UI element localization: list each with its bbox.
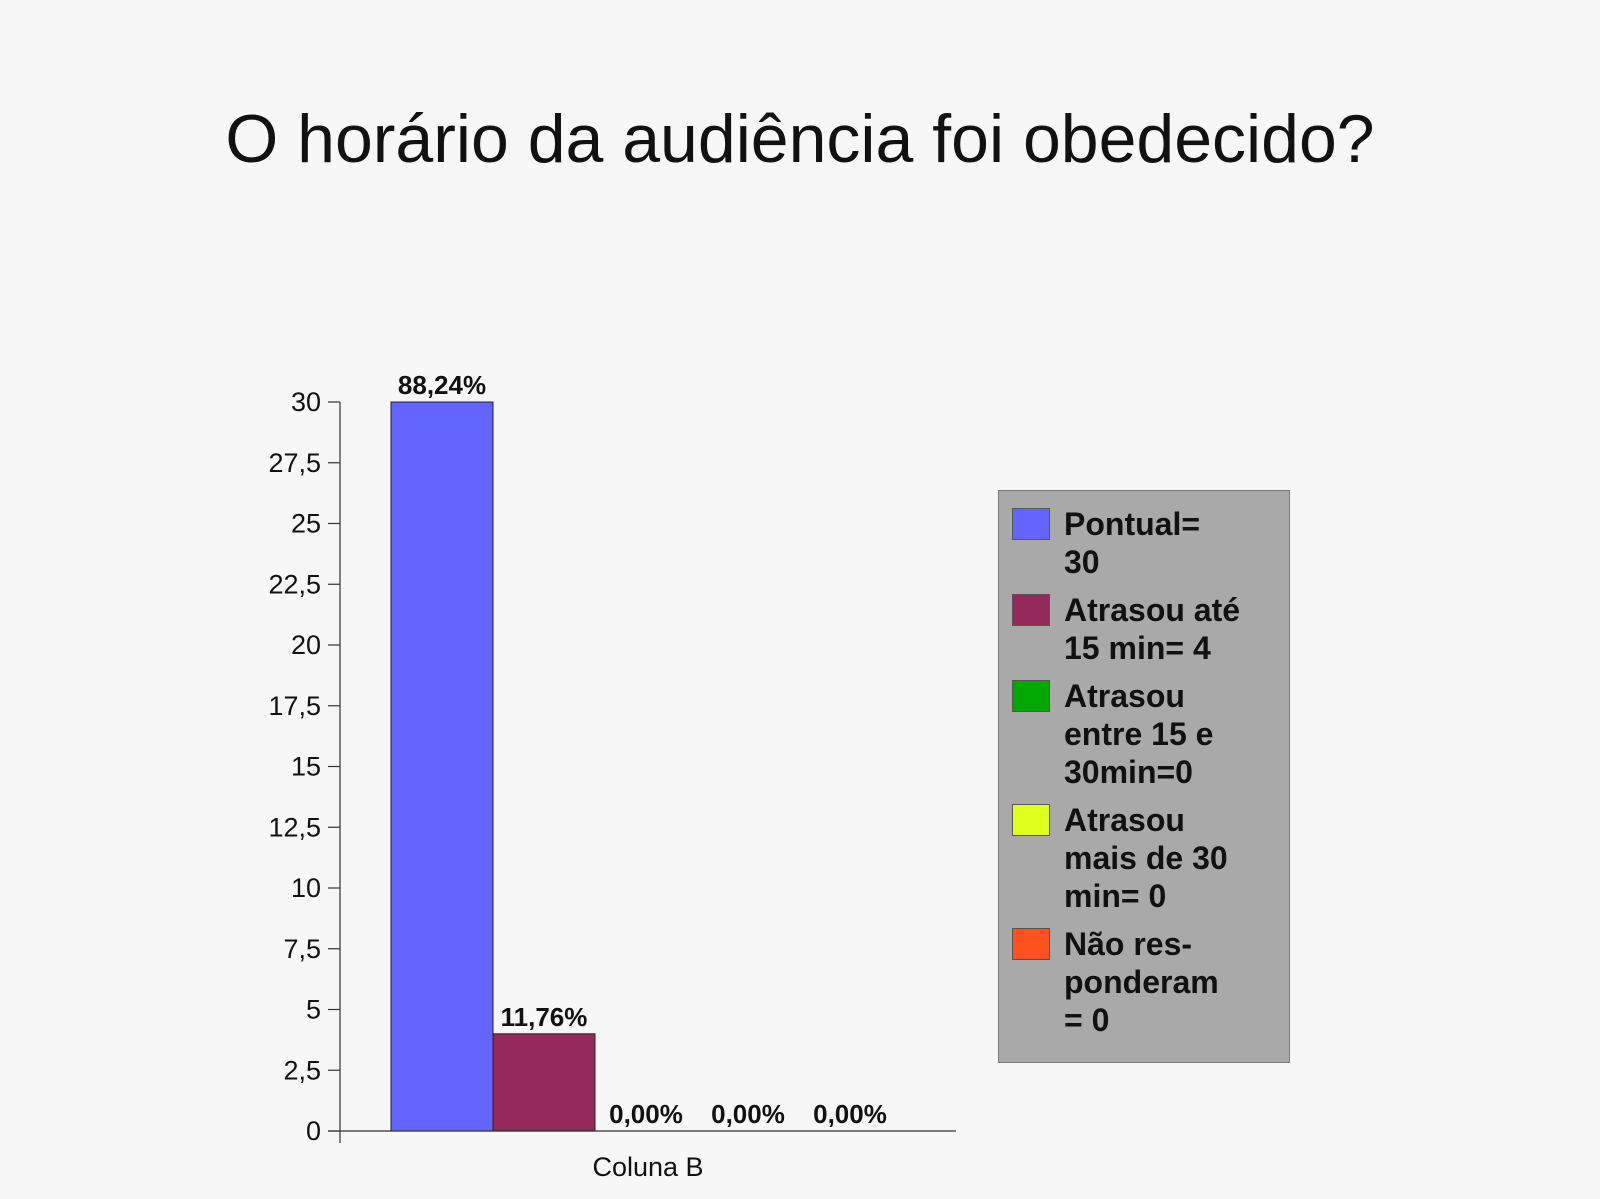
y-tick-label: 7,5	[283, 934, 321, 964]
legend-item: Atrasou até 15 min= 4	[1012, 591, 1279, 667]
y-tick-label: 10	[291, 873, 321, 903]
data-label: 11,76%	[501, 1002, 588, 1032]
page-title: O horário da audiência foi obedecido?	[225, 101, 1375, 177]
y-tick-label: 12,5	[268, 812, 321, 842]
y-tick-label: 15	[291, 752, 321, 782]
y-tick-label: 20	[291, 630, 321, 660]
data-label: 0,00%	[711, 1099, 785, 1129]
legend-swatch	[1012, 594, 1050, 626]
legend-item: Pontual= 30	[1012, 505, 1279, 581]
y-tick-label: 2,5	[283, 1055, 321, 1085]
legend-swatch	[1012, 508, 1050, 540]
legend-label: Pontual= 30	[1064, 506, 1201, 580]
legend-swatch	[1012, 928, 1050, 960]
legend-label: Atrasou até 15 min= 4	[1064, 592, 1241, 666]
chart-legend: Pontual= 30 Atrasou até 15 min= 4 Atrasou …	[998, 490, 1290, 1063]
y-tick-label: 0	[306, 1116, 321, 1146]
legend-label: Atrasou entre 15 e 30min=0	[1064, 678, 1214, 790]
x-category-label: Coluna B	[592, 1152, 703, 1182]
y-tick-label: 22,5	[268, 569, 321, 599]
y-tick-label: 25	[291, 509, 321, 539]
legend-item: Atrasou entre 15 e 30min=0	[1012, 677, 1279, 791]
legend-label: Atrasou mais de 30 min= 0	[1064, 802, 1228, 914]
data-label: 0,00%	[609, 1099, 683, 1129]
legend-label: Não res- ponderam = 0	[1064, 926, 1219, 1038]
bar	[390, 401, 494, 1132]
legend-item: Não res- ponderam = 0	[1012, 925, 1279, 1039]
data-label: 0,00%	[813, 1099, 887, 1129]
y-tick-label: 5	[306, 995, 321, 1025]
bar	[492, 1033, 596, 1132]
data-label: 88,24%	[398, 370, 486, 400]
y-tick-label: 27,5	[268, 448, 321, 478]
y-tick-label: 17,5	[268, 691, 321, 721]
y-tick-label: 30	[291, 387, 321, 417]
legend-item: Atrasou mais de 30 min= 0	[1012, 801, 1279, 915]
legend-swatch	[1012, 680, 1050, 712]
legend-swatch	[1012, 804, 1050, 836]
